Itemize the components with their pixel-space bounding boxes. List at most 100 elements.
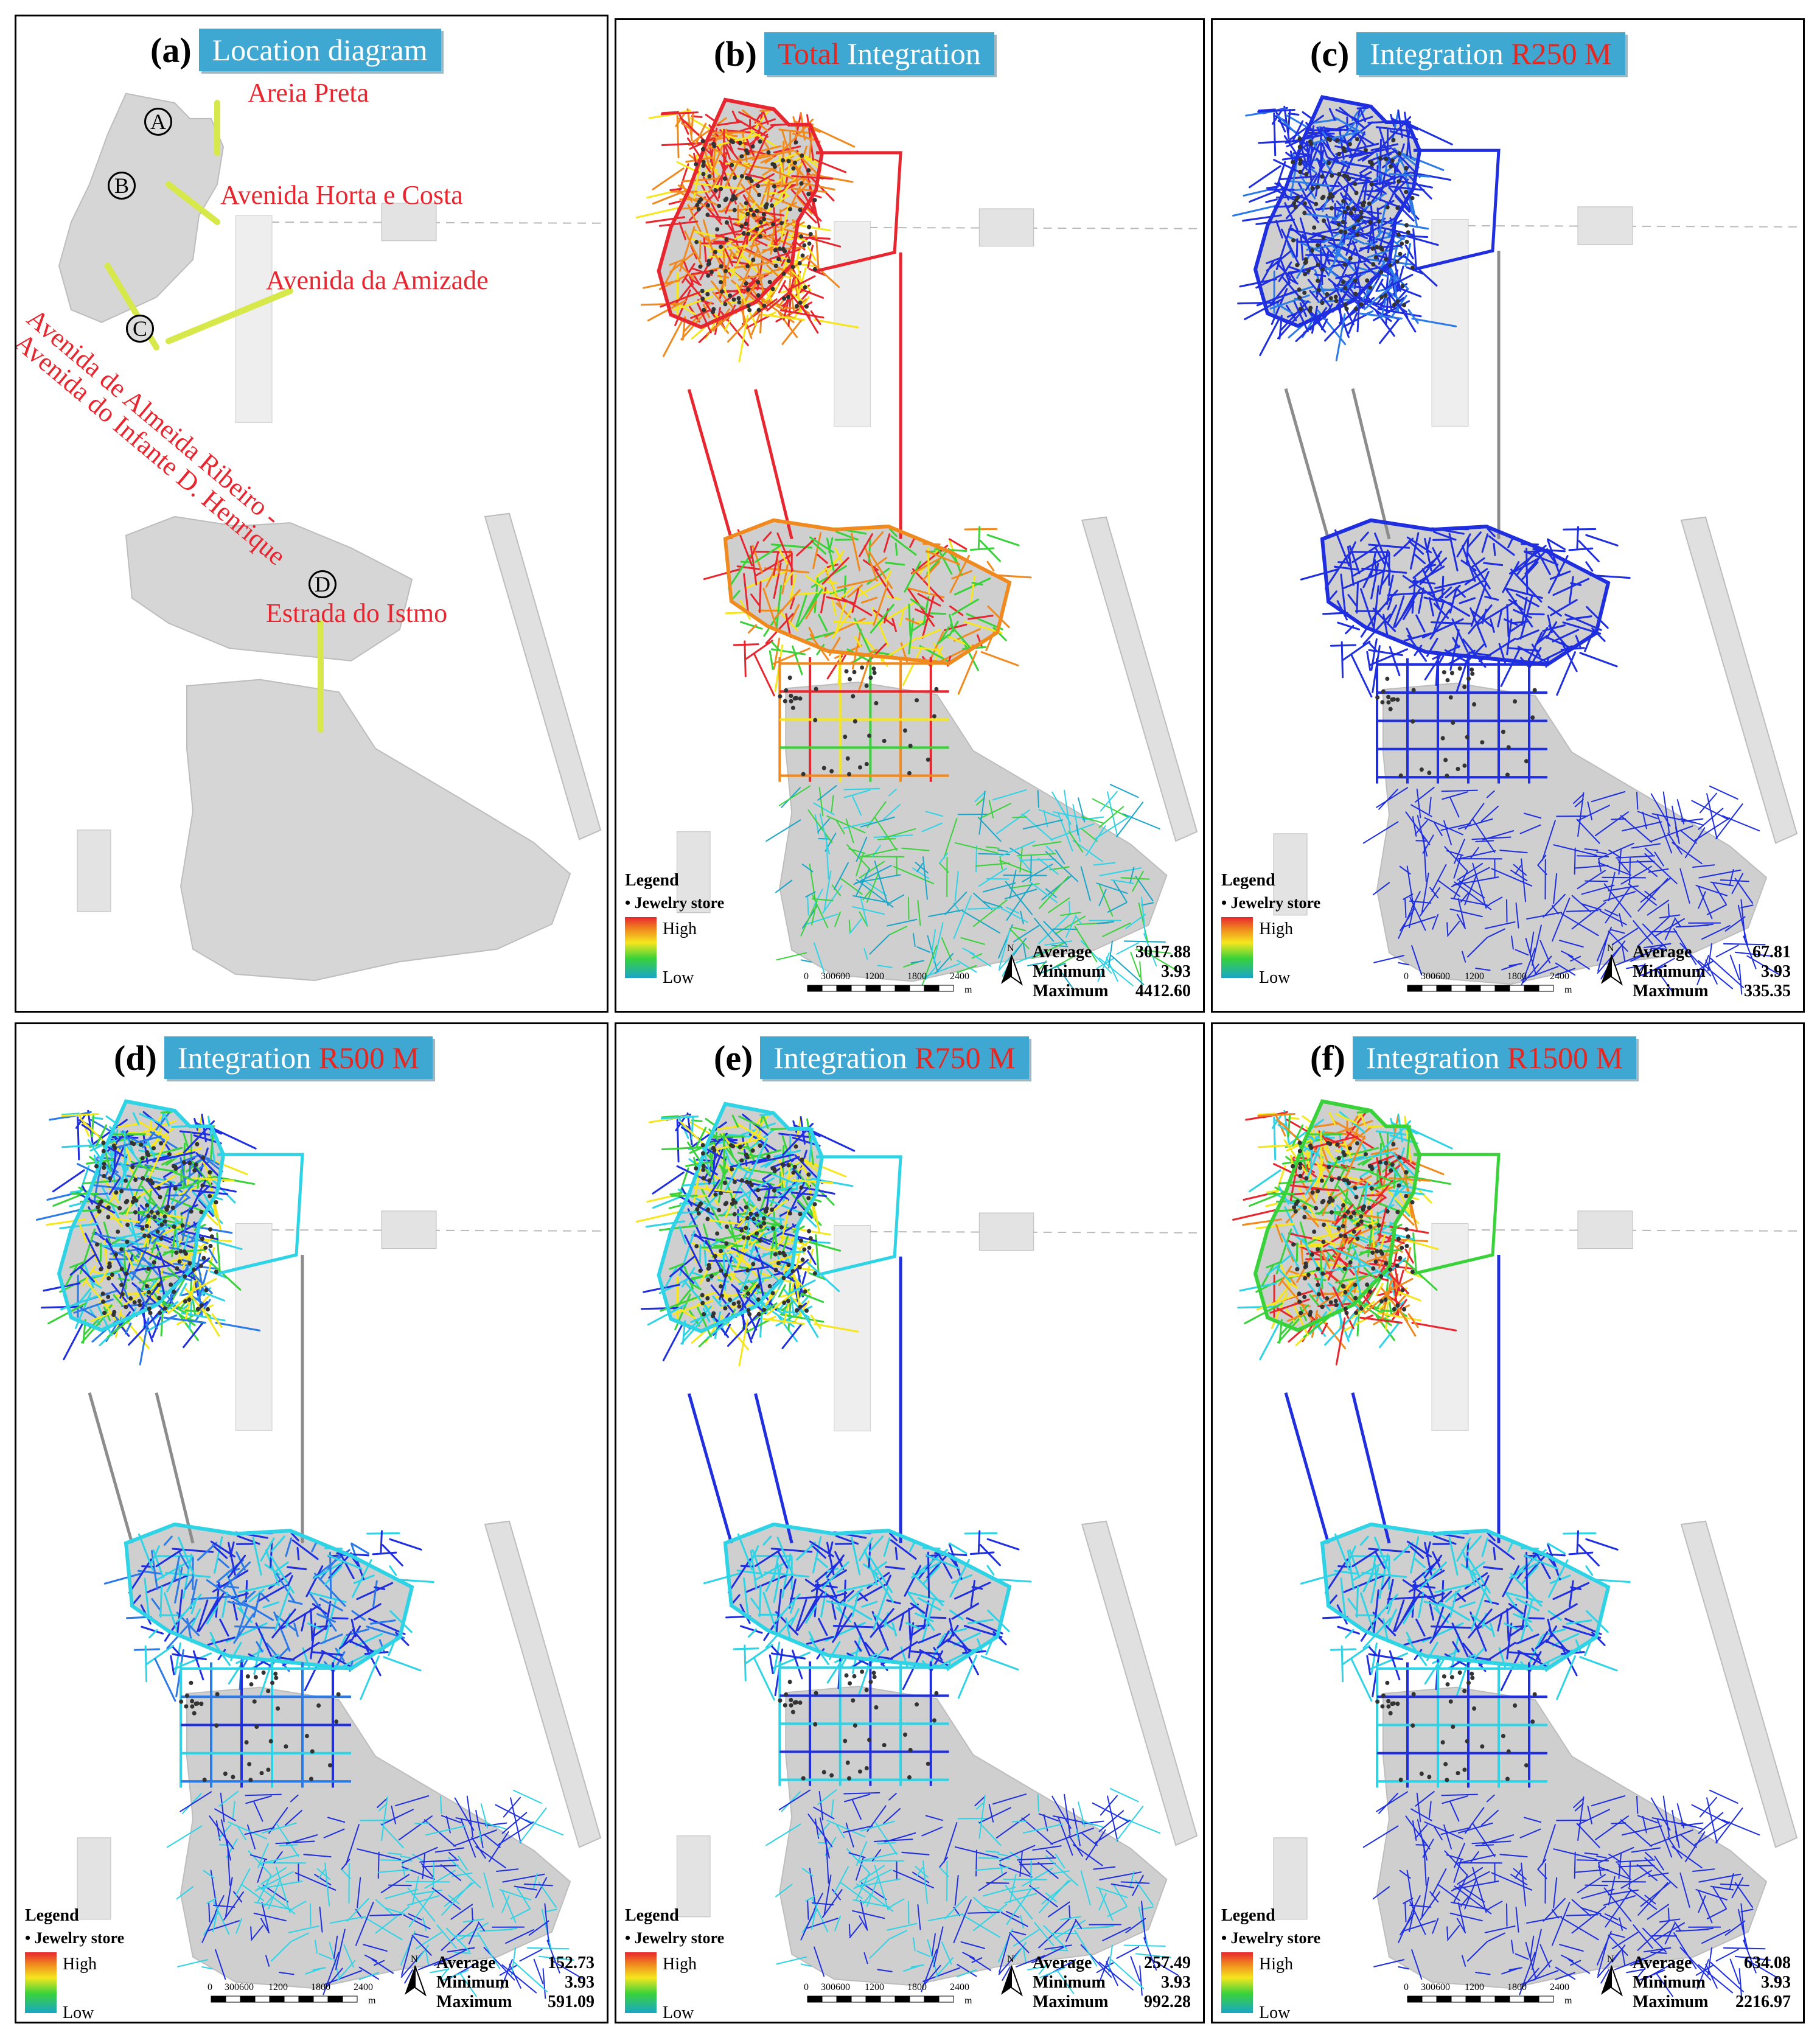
legend-ramp <box>625 917 657 978</box>
panel-letter: (b) <box>714 33 757 74</box>
street-label: Areia Preta <box>248 78 369 108</box>
panel-title: (c) Integration R250 M <box>1310 26 1625 81</box>
panel-letter: (c) <box>1310 33 1350 74</box>
street-label: Estrada do Istmo <box>266 598 448 628</box>
legend-low: Low <box>663 968 694 987</box>
legend-high: High <box>1259 920 1293 938</box>
panel-letter: (d) <box>114 1038 157 1078</box>
north-arrow-icon: N <box>1001 1955 1023 1997</box>
title-box: Integration R750 M <box>760 1036 1029 1079</box>
panel-e: (e) Integration R750 M Legend • Jewelry sto… <box>615 1022 1205 2023</box>
panel-title: (d) Integration R500 M <box>114 1030 433 1085</box>
stat-maximum: Maximum 335.35 <box>1633 982 1791 1000</box>
panel-letter: (f) <box>1310 1038 1345 1078</box>
legend-low: Low <box>1259 2003 1291 2022</box>
stat-average: Average 257.49 <box>1033 1953 1191 1972</box>
stat-minimum: Minimum 3.93 <box>1033 962 1191 981</box>
legend-title: Legend <box>625 871 679 890</box>
legend-store: • Jewelry store <box>625 894 725 912</box>
map-svg <box>36 1099 607 1999</box>
stat-average: Average 67.81 <box>1633 943 1791 962</box>
svg-text:N: N <box>1007 944 1014 954</box>
marker-b: B <box>108 172 136 200</box>
svg-text:1200: 1200 <box>268 1982 288 1992</box>
svg-text:m: m <box>1564 985 1572 995</box>
legend: Legend • Jewelry store High Low <box>1221 1906 1320 2022</box>
title-box: Integration R250 M <box>1356 32 1625 75</box>
legend-ramp <box>625 1952 657 2013</box>
stat-average: Average 3017.88 <box>1033 943 1191 962</box>
legend: Legend • Jewelry store High Low <box>1221 871 1321 987</box>
panel-title: (a) Location diagram <box>150 23 441 77</box>
svg-text:m: m <box>368 1995 376 2006</box>
stats-box: Average 152.73 Minimum 3.93 Maximum 591.09 <box>436 1953 594 2012</box>
svg-text:1200: 1200 <box>865 971 884 982</box>
stat-minimum: Minimum 3.93 <box>1633 962 1791 981</box>
svg-text:1200: 1200 <box>865 1982 884 1992</box>
legend-title: Legend <box>1221 1906 1275 1925</box>
svg-text:m: m <box>964 1995 972 2006</box>
svg-text:1800: 1800 <box>907 971 927 982</box>
legend-low: Low <box>1259 968 1291 987</box>
title-box: Integration R500 M <box>164 1036 433 1079</box>
street-label: Avenida da Amizade <box>266 265 489 295</box>
panel-title: (f) Integration R1500 M <box>1310 1030 1637 1085</box>
svg-text:300: 300 <box>1421 971 1435 982</box>
title-box: Integration R1500 M <box>1352 1036 1637 1079</box>
svg-text:600: 600 <box>1435 971 1450 982</box>
panel-letter: (a) <box>150 30 192 70</box>
map-svg <box>1232 1099 1803 1999</box>
panel-a: (a) Location diagram Areia Preta Avenida Ho… <box>15 15 608 1013</box>
svg-text:2400: 2400 <box>950 971 969 982</box>
legend-low: Low <box>63 2003 94 2022</box>
stat-minimum: Minimum 3.93 <box>1633 1973 1791 1992</box>
panel-letter: (e) <box>714 1038 753 1078</box>
legend-store: • Jewelry store <box>25 1929 125 1947</box>
title-box: Location diagram <box>198 29 441 71</box>
svg-text:300: 300 <box>821 971 835 982</box>
legend-store: • Jewelry store <box>1221 894 1321 912</box>
svg-text:1200: 1200 <box>1465 971 1484 982</box>
north-arrow-icon: N <box>1601 944 1623 986</box>
stat-maximum: Maximum 992.28 <box>1033 1992 1191 2011</box>
legend-high: High <box>63 1955 97 1974</box>
marker-c: C <box>126 315 154 343</box>
legend: Legend • Jewelry store High Low <box>625 871 725 987</box>
svg-text:0: 0 <box>804 1982 809 1992</box>
map-svg <box>635 1102 1203 1996</box>
legend-ramp <box>1221 1952 1253 2013</box>
panel-d: (d) Integration R500 M Legend • Jewelry sto… <box>15 1022 608 2023</box>
legend-title: Legend <box>1221 871 1275 890</box>
stat-average: Average 634.08 <box>1633 1953 1791 1972</box>
stats-box: Average 3017.88 Minimum 3.93 Maximum 4412.60 <box>1033 943 1191 1001</box>
svg-text:N: N <box>1007 1955 1014 1964</box>
svg-text:m: m <box>964 985 972 995</box>
stats-box: Average 257.49 Minimum 3.93 Maximum 992.28 <box>1033 1953 1191 2012</box>
stat-maximum: Maximum 2216.97 <box>1633 1992 1791 2011</box>
svg-text:1800: 1800 <box>1507 971 1527 982</box>
svg-text:0: 0 <box>804 971 809 982</box>
legend-ramp <box>1221 917 1253 978</box>
panel-b: (b) Total Integration Legend • Jewelry stor… <box>615 18 1205 1013</box>
north-arrow-icon: N <box>405 1955 427 1997</box>
legend-title: Legend <box>625 1906 679 1925</box>
panel-c: (c) Integration R250 M Legend • Jewelry sto… <box>1211 18 1805 1013</box>
legend-low: Low <box>663 2003 694 2022</box>
map-svg <box>58 93 607 982</box>
legend-high: High <box>1259 1955 1293 1974</box>
legend-ramp <box>25 1952 57 2013</box>
panel-f: (f) Integration R1500 M Legend • Jewelry st… <box>1211 1022 1805 2023</box>
legend-high: High <box>663 1955 697 1974</box>
svg-text:N: N <box>411 1955 418 1964</box>
svg-text:300: 300 <box>225 1982 239 1992</box>
stat-minimum: Minimum 3.93 <box>436 1973 594 1992</box>
marker-a: A <box>144 108 172 136</box>
panel-title: (e) Integration R750 M <box>714 1030 1029 1085</box>
svg-text:1800: 1800 <box>311 1982 330 1992</box>
panel-title: (b) Total Integration <box>714 26 994 81</box>
map-svg <box>1232 95 1803 995</box>
